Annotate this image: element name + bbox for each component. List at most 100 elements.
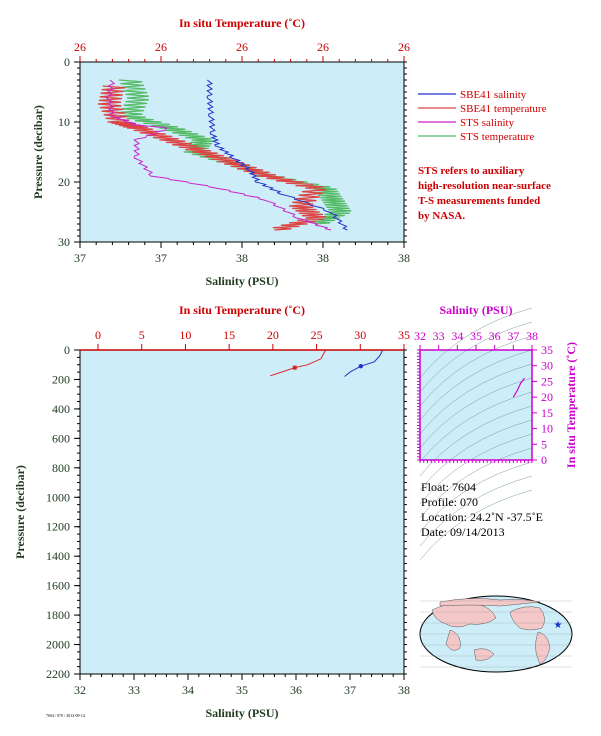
top-bottom-tick-label: 37 [155, 251, 167, 265]
ts-curve [512, 377, 525, 398]
ts-chart-top-axis-title: Salinity (PSU) [439, 303, 512, 317]
legend-item-label: SBE41 salinity [460, 89, 527, 101]
map-land-shape [445, 629, 461, 651]
ts-density-contour [419, 335, 533, 407]
float-id: Float: 7604 [421, 480, 476, 494]
bottom-bottom-tick-label: 32 [74, 683, 86, 697]
note-line: STS refers to auxiliary [418, 165, 525, 177]
bottom-chart-top-axis-title: In situ Temperature (˚C) [179, 303, 305, 317]
bottom-top-tick-label: 5 [139, 328, 145, 342]
note-line: high-resolution near-surface [418, 180, 551, 192]
note-line: T-S measurements funded [418, 195, 540, 207]
top-chart: 37 37 38 38 38 26 26 26 26 26 0 10 20 30 In situ Temp… [31, 16, 410, 288]
ts-right-tick-label: 15 [541, 406, 553, 420]
bottom-top-tick-label: 15 [223, 328, 235, 342]
map-land-shape [439, 598, 541, 607]
bottom-top-tick-label: 25 [311, 328, 323, 342]
ts-right-tick-label: 25 [541, 374, 553, 388]
bottom-left-tick-label: 800 [52, 461, 70, 475]
bottom-left-tick-label: 0 [64, 343, 70, 357]
ts-density-contour [419, 433, 533, 505]
ts-density-contour [419, 363, 533, 435]
bottom-chart: 32 33 34 35 36 37 38 0 5 10 15 20 25 30 35 0 200 400 600 80… [13, 303, 410, 720]
bottom-left-tick-label: 200 [52, 372, 70, 386]
bottom-top-tick-label: 30 [354, 328, 366, 342]
map-land [420, 598, 572, 668]
ts-right-tick-label: 0 [541, 453, 547, 467]
sts-note: STS refers to auxiliary high-resolution n… [418, 165, 551, 222]
ts-chart-right-axis-title: In situ Temperature (˚C) [564, 342, 578, 468]
bottom-bottom-tick-label: 35 [236, 683, 248, 697]
ts-top-tick-label: 36 [489, 329, 501, 343]
top-left-tick-label: 0 [64, 55, 70, 69]
top-series-layer [97, 79, 352, 231]
top-left-tick-label: 20 [58, 175, 70, 189]
legend-item-label: STS salinity [460, 117, 515, 129]
location: Location: 24.2˚N -37.5˚E [421, 510, 543, 524]
date: Date: 09/14/2013 [421, 525, 505, 539]
note-line: by NASA. [418, 210, 465, 222]
bottom-chart-bottom-axis-title: Salinity (PSU) [205, 706, 278, 720]
ts-density-contour [419, 447, 533, 519]
ts-density-contour [419, 461, 533, 533]
ts-right-tick-label: 30 [541, 359, 553, 373]
top-left-tick-label: 10 [58, 115, 70, 129]
ts-density-contour [419, 377, 533, 449]
bottom-left-tick-label: 1600 [46, 579, 70, 593]
top-bottom-tick-label: 38 [398, 251, 410, 265]
legend: SBE41 salinity SBE41 temperature STS salin… [418, 89, 547, 143]
ts-right-tick-label: 35 [541, 343, 553, 357]
top-top-tick-label: 26 [74, 40, 86, 54]
top-top-tick-label: 26 [317, 40, 329, 54]
ts-right-tick-label: 5 [541, 437, 547, 451]
ts-top-tick-label: 34 [451, 329, 463, 343]
bottom-bottom-tick-label: 34 [182, 683, 194, 697]
bottom-left-tick-label: 1000 [46, 490, 70, 504]
bottom-left-tick-label: 400 [52, 402, 70, 416]
bottom-temperature-marker [292, 365, 297, 370]
bottom-top-tick-label: 0 [95, 328, 101, 342]
bottom-salinity-marker [358, 364, 363, 369]
top-top-tick-label: 26 [398, 40, 410, 54]
bottom-top-tick-label: 20 [267, 328, 279, 342]
ts-density-contour [419, 391, 533, 463]
top-left-tick-label: 30 [58, 235, 70, 249]
ts-density-contour [419, 489, 533, 561]
top-series-line-2 [106, 79, 332, 231]
legend-item-label: STS temperature [460, 131, 534, 143]
top-chart-left-axis-title: Pressure (decibar) [31, 105, 45, 199]
bottom-top-tick-label: 35 [398, 328, 410, 342]
top-bottom-tick-label: 38 [317, 251, 329, 265]
top-series-line-0 [206, 79, 348, 231]
bottom-temperature-line [270, 350, 326, 377]
bottom-left-tick-label: 1800 [46, 608, 70, 622]
ts-right-tick-label: 20 [541, 390, 553, 404]
top-ticks-layer: 37 37 38 38 38 26 26 26 26 26 0 10 20 30 [58, 40, 410, 265]
bottom-left-tick-label: 600 [52, 431, 70, 445]
ts-right-tick-label: 10 [541, 422, 553, 436]
ts-density-contour [419, 419, 533, 491]
ts-density-contour [419, 475, 533, 547]
ts-top-tick-label: 37 [507, 329, 519, 343]
map-land-shape [509, 606, 545, 631]
top-chart-top-axis-title: In situ Temperature (˚C) [179, 16, 305, 30]
bottom-series-layer [270, 350, 383, 377]
ts-series-layer [419, 307, 533, 561]
bottom-bottom-tick-label: 33 [128, 683, 140, 697]
map-land-shape [473, 648, 495, 661]
bottom-left-tick-label: 2200 [46, 667, 70, 681]
bottom-left-tick-label: 1200 [46, 520, 70, 534]
ts-top-tick-label: 38 [526, 329, 538, 343]
world-map: ★ [419, 595, 573, 673]
bottom-left-tick-label: 1400 [46, 549, 70, 563]
ts-top-tick-label: 35 [470, 329, 482, 343]
bottom-salinity-line [344, 350, 383, 377]
ts-top-tick-label: 33 [433, 329, 445, 343]
bottom-top-tick-label: 10 [179, 328, 191, 342]
top-top-tick-label: 26 [236, 40, 248, 54]
bottom-bottom-tick-label: 38 [398, 683, 410, 697]
footer-text: 7604 / 070 / 2013-09-14 [46, 713, 85, 718]
float-location-star-icon: ★ [554, 620, 563, 631]
